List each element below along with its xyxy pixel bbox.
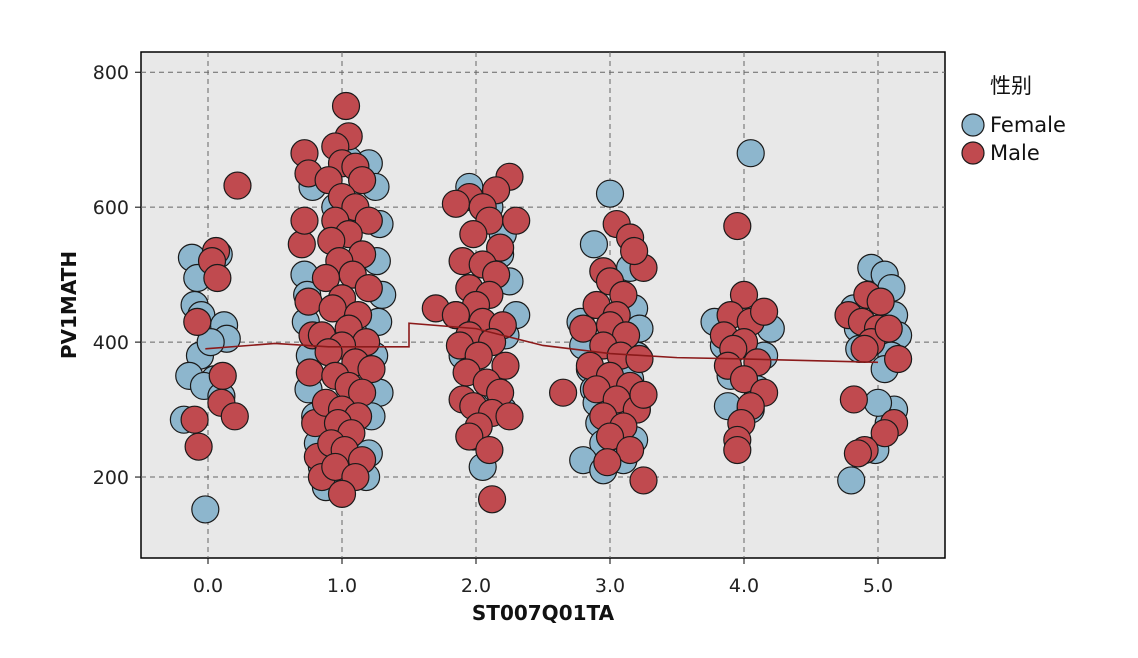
point-female bbox=[191, 495, 220, 524]
point-male bbox=[843, 439, 873, 468]
point-male bbox=[502, 206, 531, 235]
point-male bbox=[620, 236, 649, 266]
point-male bbox=[184, 432, 213, 461]
y-axis-title: PV1MATH bbox=[57, 251, 81, 359]
point-male bbox=[354, 206, 383, 235]
y-tick-label: 400 bbox=[93, 332, 129, 354]
legend-label-female: Female bbox=[990, 113, 1066, 137]
point-male bbox=[180, 405, 209, 434]
legend-title: 性别 bbox=[990, 74, 1032, 98]
point-male bbox=[183, 307, 212, 336]
point-male bbox=[475, 435, 504, 465]
point-female bbox=[736, 139, 765, 168]
point-male bbox=[615, 435, 645, 465]
y-tick-label: 800 bbox=[93, 62, 129, 84]
x-axis-title: ST007Q01TA bbox=[472, 601, 615, 625]
x-tick-label: 1.0 bbox=[327, 575, 357, 597]
x-axis-ticks: 0.0 1.0 2.0 3.0 4.0 5.0 bbox=[193, 558, 893, 597]
plot-area bbox=[140, 51, 946, 559]
point-male bbox=[287, 230, 316, 259]
x-tick-label: 5.0 bbox=[863, 575, 893, 597]
point-male bbox=[629, 380, 658, 409]
x-tick-label: 3.0 bbox=[595, 575, 625, 597]
point-female bbox=[837, 466, 866, 495]
x-tick-label: 0.0 bbox=[193, 575, 223, 597]
y-tick-label: 200 bbox=[93, 467, 129, 489]
point-male bbox=[441, 301, 470, 330]
point-male bbox=[729, 280, 759, 309]
point-male bbox=[870, 419, 899, 448]
point-male bbox=[331, 91, 361, 121]
point-male bbox=[629, 466, 658, 495]
point-male bbox=[850, 334, 879, 363]
point-male bbox=[354, 274, 383, 303]
legend: 性别 Female Male bbox=[961, 74, 1066, 165]
point-male bbox=[495, 402, 524, 431]
point-male bbox=[348, 166, 377, 195]
point-male bbox=[729, 365, 759, 394]
point-male bbox=[208, 361, 237, 390]
point-male bbox=[548, 378, 578, 407]
point-male bbox=[839, 385, 868, 414]
legend-label-male: Male bbox=[990, 141, 1040, 165]
legend-marker-female bbox=[961, 113, 985, 137]
y-axis-ticks: 200 400 600 800 bbox=[93, 62, 141, 489]
point-male bbox=[477, 485, 507, 514]
x-tick-label: 4.0 bbox=[729, 575, 759, 597]
point-male bbox=[723, 211, 752, 241]
point-male bbox=[220, 402, 249, 431]
point-male bbox=[723, 435, 752, 465]
point-female bbox=[595, 179, 625, 208]
mean-line-path bbox=[205, 322, 879, 364]
mean-line bbox=[205, 322, 879, 364]
point-male bbox=[203, 263, 232, 293]
point-male bbox=[455, 422, 484, 451]
point-male bbox=[311, 263, 341, 293]
point-male bbox=[441, 189, 470, 218]
point-female bbox=[579, 230, 609, 259]
point-male bbox=[625, 344, 654, 374]
point-male bbox=[866, 287, 895, 316]
point-male bbox=[593, 448, 622, 477]
x-tick-label: 2.0 bbox=[461, 575, 491, 597]
point-male bbox=[749, 297, 779, 326]
point-male bbox=[295, 358, 324, 387]
point-male bbox=[874, 314, 903, 343]
point-male bbox=[459, 220, 488, 249]
point-male bbox=[290, 206, 319, 235]
point-male bbox=[294, 287, 323, 316]
point-male bbox=[327, 479, 357, 509]
point-male bbox=[357, 354, 386, 384]
legend-marker-male bbox=[961, 141, 985, 165]
point-female bbox=[196, 328, 225, 357]
point-male bbox=[491, 351, 520, 380]
point-male bbox=[883, 344, 913, 374]
data-points bbox=[169, 91, 913, 524]
point-male bbox=[223, 171, 252, 200]
point-male bbox=[314, 338, 343, 367]
y-tick-label: 600 bbox=[93, 197, 129, 219]
